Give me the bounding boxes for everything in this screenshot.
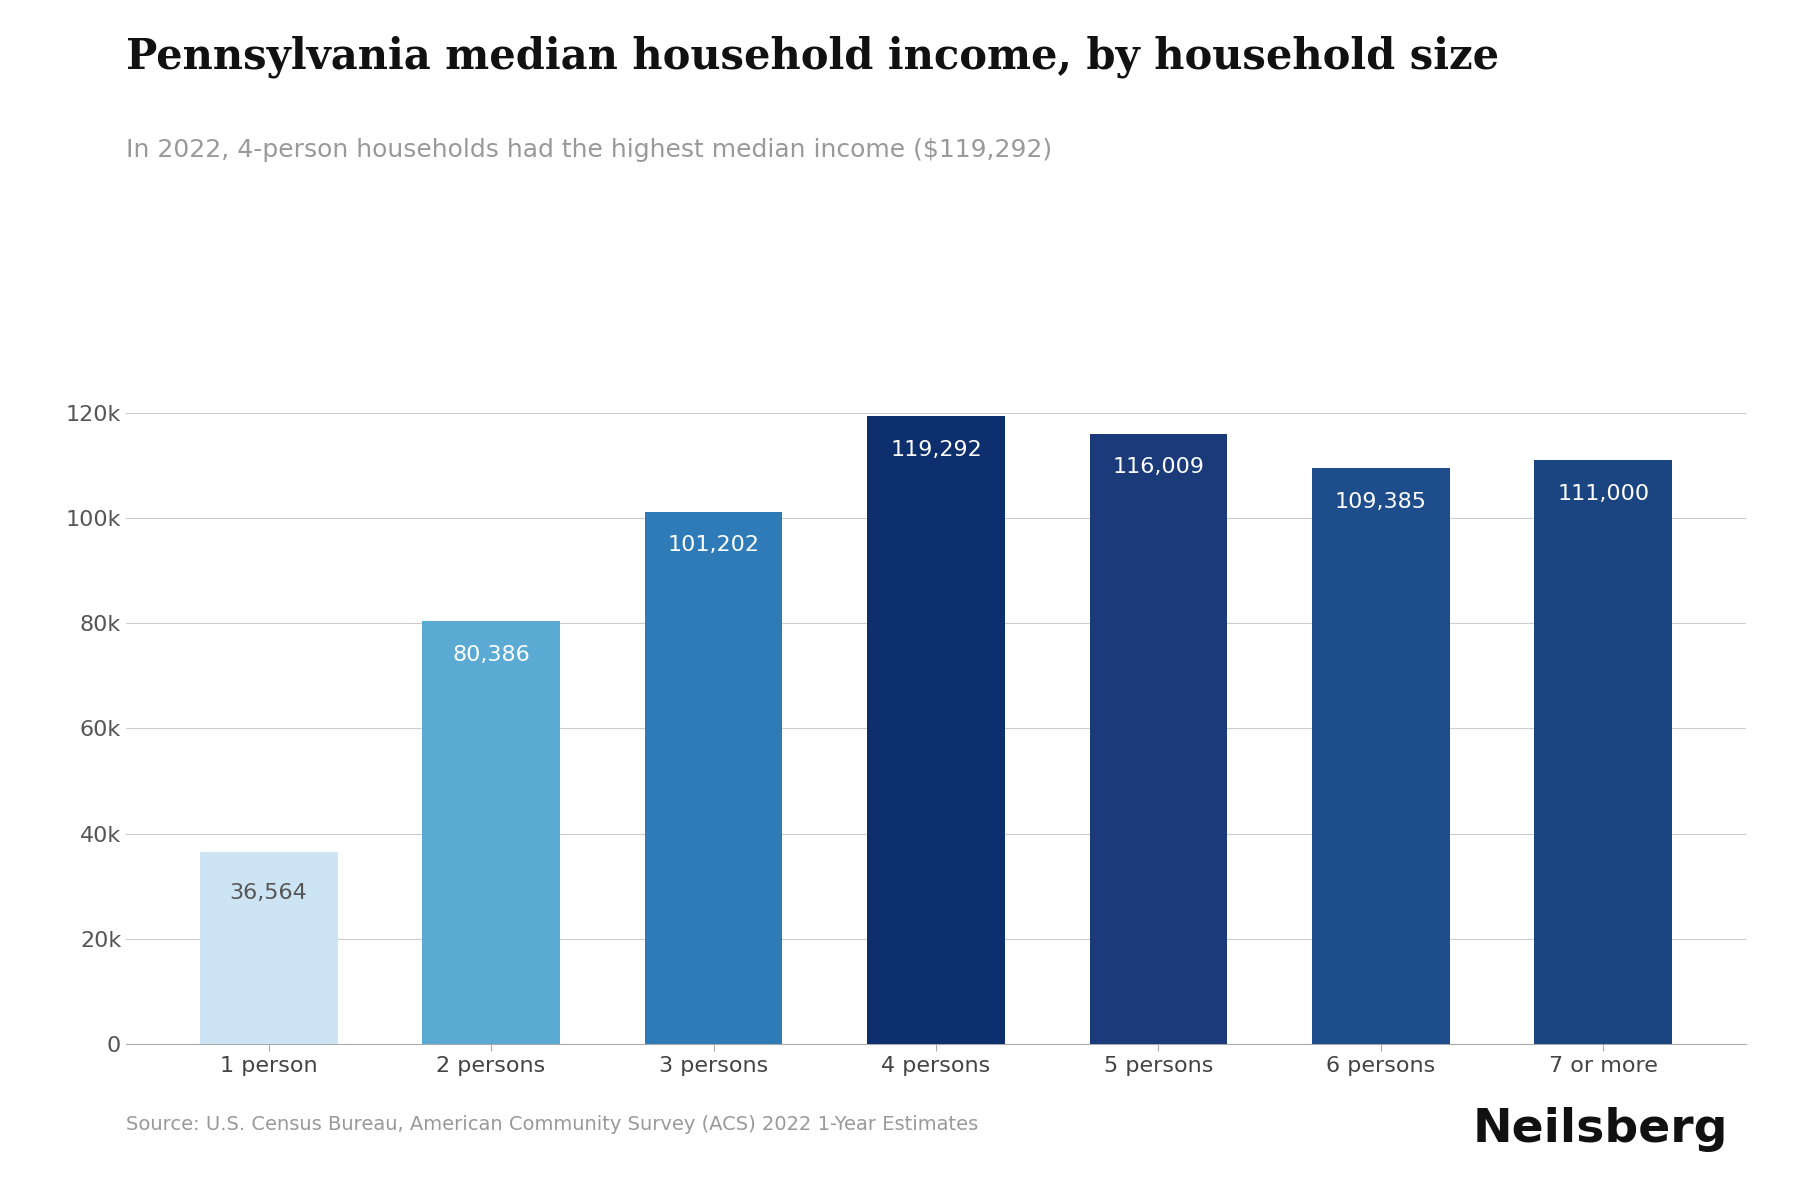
Bar xyxy=(868,416,1004,1044)
Text: Neilsberg: Neilsberg xyxy=(1472,1106,1728,1152)
Text: 101,202: 101,202 xyxy=(668,535,760,556)
Bar xyxy=(1312,468,1449,1044)
Text: 80,386: 80,386 xyxy=(452,644,529,665)
Bar xyxy=(423,622,560,1044)
Bar xyxy=(200,852,338,1044)
Bar xyxy=(644,511,783,1044)
Text: Pennsylvania median household income, by household size: Pennsylvania median household income, by… xyxy=(126,36,1499,78)
Text: 111,000: 111,000 xyxy=(1557,484,1649,504)
Text: 119,292: 119,292 xyxy=(891,440,981,460)
Text: 36,564: 36,564 xyxy=(230,883,308,904)
Text: In 2022, 4-person households had the highest median income ($119,292): In 2022, 4-person households had the hig… xyxy=(126,138,1053,162)
Text: 109,385: 109,385 xyxy=(1336,492,1427,512)
Text: 116,009: 116,009 xyxy=(1112,457,1204,478)
Bar xyxy=(1534,460,1672,1044)
Bar xyxy=(1089,433,1228,1044)
Text: Source: U.S. Census Bureau, American Community Survey (ACS) 2022 1-Year Estimate: Source: U.S. Census Bureau, American Com… xyxy=(126,1115,977,1134)
